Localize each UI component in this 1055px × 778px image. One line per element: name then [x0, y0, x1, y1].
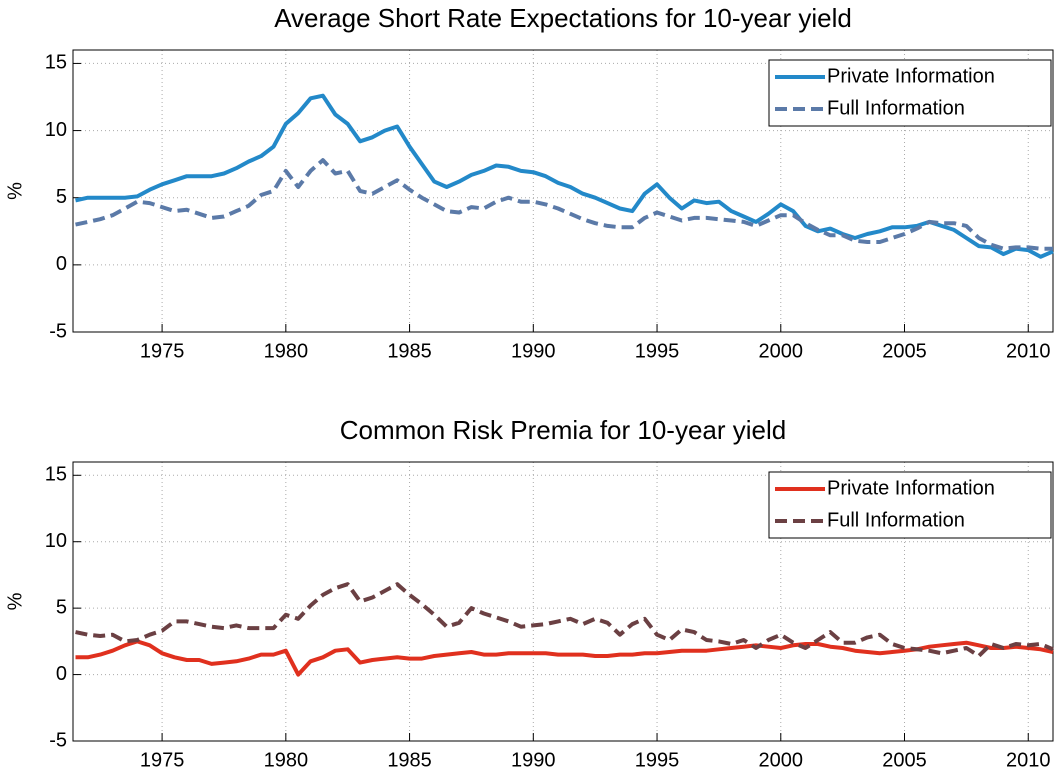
x-tick-label: 1990 — [511, 340, 556, 362]
legend-label: Full Information — [827, 97, 965, 119]
y-tick-label: 15 — [45, 464, 67, 486]
legend-label: Private Information — [827, 477, 995, 499]
legend-box — [768, 471, 1052, 539]
legend-label: Private Information — [827, 65, 995, 87]
series-line — [75, 582, 1054, 658]
plot-frame — [72, 49, 1054, 333]
legend-label: Full Information — [827, 509, 965, 531]
y-tick-label: 15 — [45, 52, 67, 74]
x-tick-label: 1985 — [387, 749, 432, 771]
series-line — [75, 639, 1054, 677]
y-tick-label: -5 — [49, 320, 67, 342]
plot-frame — [72, 461, 1054, 742]
x-tick-label: 2005 — [882, 749, 927, 771]
x-tick-label: 1975 — [140, 340, 185, 362]
x-tick-label: 2005 — [882, 340, 927, 362]
y-tick-label: 5 — [56, 596, 67, 618]
y-tick-label: 0 — [56, 663, 67, 685]
y-axis-label: % — [4, 592, 26, 610]
x-tick-label: 2000 — [759, 749, 804, 771]
y-tick-label: 10 — [45, 119, 67, 141]
y-tick-label: 0 — [56, 253, 67, 275]
y-tick-label: -5 — [49, 729, 67, 751]
chart-title: Common Risk Premia for 10-year yield — [340, 415, 786, 445]
x-tick-label: 2010 — [1006, 340, 1051, 362]
x-tick-label: 2000 — [759, 340, 804, 362]
y-tick-label: 5 — [56, 186, 67, 208]
x-tick-label: 1995 — [635, 340, 680, 362]
x-tick-label: 2010 — [1006, 749, 1051, 771]
series-line — [75, 93, 1054, 259]
y-tick-label: 10 — [45, 530, 67, 552]
legend-box — [768, 59, 1052, 127]
chart-title: Average Short Rate Expectations for 10-y… — [274, 3, 852, 33]
x-tick-label: 1975 — [140, 749, 185, 771]
x-tick-label: 1990 — [511, 749, 556, 771]
x-tick-label: 1995 — [635, 749, 680, 771]
x-tick-label: 1980 — [264, 749, 309, 771]
x-tick-label: 1985 — [387, 340, 432, 362]
x-tick-label: 1980 — [264, 340, 309, 362]
series-line — [75, 158, 1053, 251]
y-axis-label: % — [4, 182, 26, 200]
